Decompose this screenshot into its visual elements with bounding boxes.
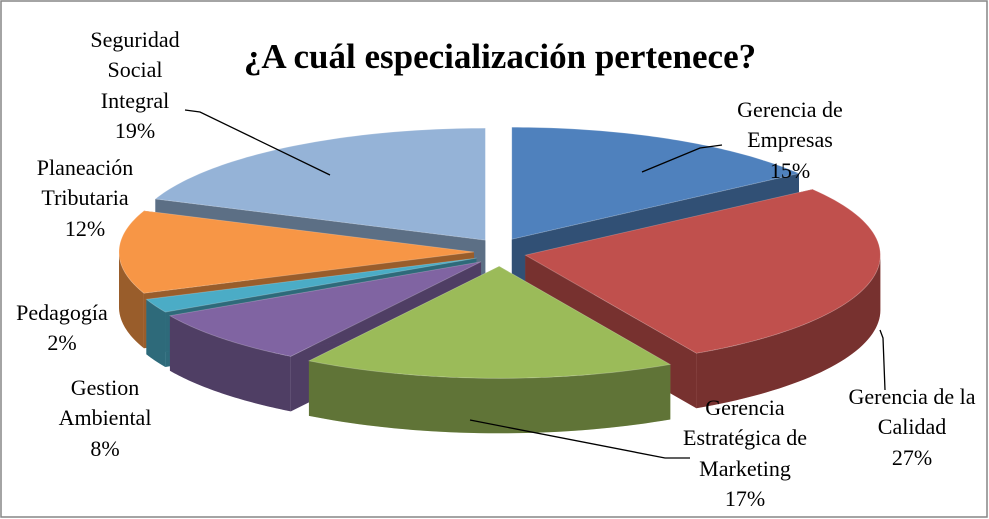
category-label: Gerencia de la Calidad (848, 384, 976, 440)
value-label: 15% (769, 157, 811, 183)
slice-side-shade (308, 360, 671, 434)
slice-side-shade (696, 255, 881, 409)
leader-line (469, 419, 690, 459)
slice (145, 257, 477, 313)
slice (168, 261, 482, 357)
value-label: 27% (891, 444, 933, 470)
category-label: Gerencia Estratégica de Marketing (683, 395, 807, 481)
slice-side (169, 315, 291, 412)
category-label: Pedagogía (16, 300, 108, 325)
slice-side-shade (169, 315, 291, 412)
slice-label: Gerencia de Empresas 15% (720, 95, 860, 186)
slice-label: Gerencia Estratégica de Marketing 17% (663, 393, 828, 514)
category-label: Seguridad Social Integral (90, 27, 180, 113)
slice-side-shade (146, 299, 166, 368)
slice-side-shade (119, 252, 144, 349)
leader-line (879, 329, 886, 391)
slice (511, 126, 801, 240)
slice-label: Gerencia de la Calidad 27% (842, 382, 982, 473)
chart-title: ¿A cuál especialización pertenece? (244, 37, 756, 76)
leader-line (184, 109, 331, 176)
slice-side (119, 252, 144, 349)
slice-label: Seguridad Social Integral 19% (78, 25, 193, 146)
slice (154, 127, 486, 241)
slice (524, 188, 881, 354)
category-label: Gerencia de Empresas (737, 97, 843, 153)
category-label: Planeación Tributaria (36, 155, 134, 211)
slice-side (696, 255, 881, 409)
leader-lines (184, 109, 886, 459)
value-label: 17% (724, 486, 766, 512)
value-label: 12% (64, 215, 106, 241)
slice-label: Gestion Ambiental 8% (48, 373, 163, 464)
value-label: 8% (90, 435, 120, 461)
slice-side (308, 360, 671, 434)
value-label: 19% (114, 118, 156, 144)
slice-label: Pedagogía 2% (2, 298, 122, 359)
leader-line (641, 144, 723, 173)
slice-label: Planeación Tributaria 12% (20, 153, 150, 244)
value-label: 2% (47, 330, 77, 356)
slice-side (146, 299, 166, 368)
category-label: Gestion Ambiental (58, 375, 152, 431)
slice (118, 210, 475, 294)
slice (307, 265, 672, 379)
